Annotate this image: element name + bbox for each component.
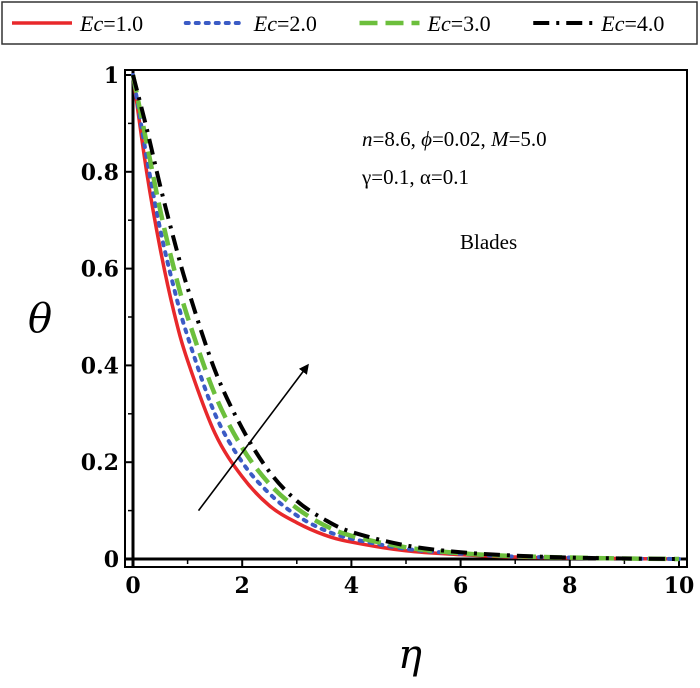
y-tick-label: 0.6 (81, 257, 119, 283)
x-tick-label: 2 (235, 573, 250, 599)
y-axis-title: θ (28, 296, 52, 342)
y-tick-label: 0.4 (81, 353, 119, 379)
y-tick-label: 0 (104, 547, 119, 573)
x-tick-label: 0 (125, 573, 140, 599)
plot-frame (124, 69, 688, 568)
legend-label-1: Ec=1.0 (79, 11, 143, 36)
series-layer (130, 73, 681, 562)
legend-label-4: Ec=4.0 (600, 11, 664, 36)
x-tick-label: 6 (453, 573, 468, 599)
legend-label-2: Ec=2.0 (253, 11, 317, 36)
x-tick-label: 10 (664, 573, 695, 599)
annotation-params-line1: n=8.6, ϕ=0.02, M=5.0 (362, 127, 547, 151)
tick-labels: 0 2 4 6 8 10 0 0.2 0.4 0.6 0.8 1 (81, 63, 695, 599)
annotation-params-line2: γ=0.1, α=0.1 (361, 165, 469, 189)
legend: Ec=1.0 Ec=2.0 Ec=3.0 Ec=4.0 (1, 1, 698, 45)
x-tick-label: 8 (562, 573, 577, 599)
y-tick-label: 1 (104, 63, 119, 89)
x-axis-title: η (398, 632, 422, 678)
legend-label-3: Ec=3.0 (427, 11, 491, 36)
y-tick-label: 0.2 (81, 450, 119, 476)
series-line-4 (131, 74, 680, 561)
annotation-label: Blades (460, 230, 517, 254)
series-line-2 (131, 73, 681, 561)
y-tick-label: 0.8 (81, 160, 119, 186)
x-tick-label: 4 (344, 573, 359, 599)
trend-arrow (197, 363, 309, 512)
